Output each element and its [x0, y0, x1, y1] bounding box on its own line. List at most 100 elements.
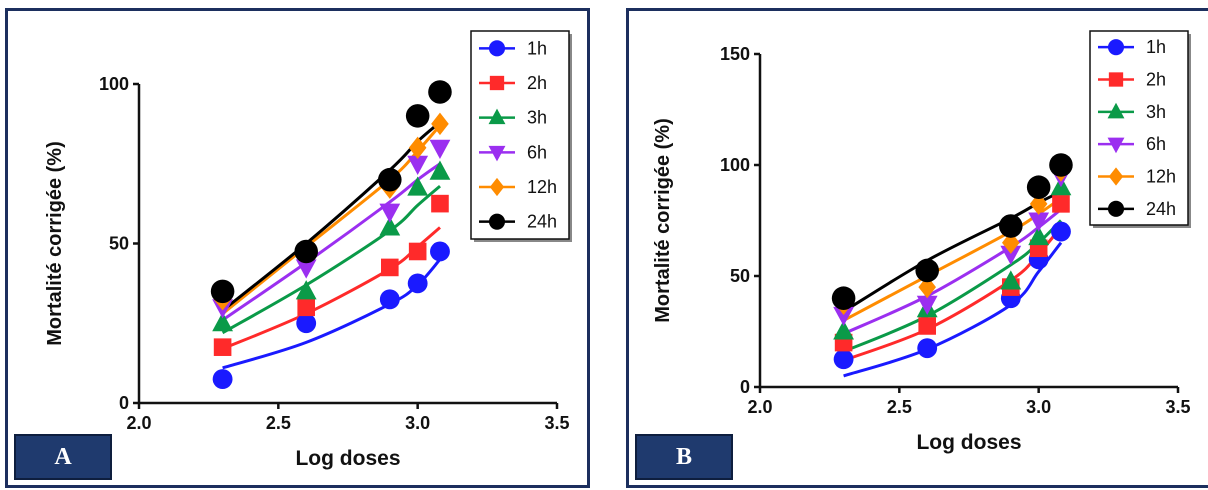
data-point-24h: [1026, 175, 1051, 199]
y-axis-label: Mortalité corrigée (%): [652, 118, 674, 322]
legend-label-3h: 3h: [527, 108, 547, 128]
data-point-12h: [1002, 231, 1020, 254]
data-point-6h: [295, 259, 317, 279]
x-tick-label: 2.5: [887, 397, 912, 417]
y-tick-label: 100: [99, 74, 129, 94]
legend-marker-3h: [1107, 102, 1125, 119]
data-point-2h: [431, 194, 449, 213]
y-axis-label: Mortalité corrigée (%): [44, 141, 66, 345]
x-tick-label: 3.0: [405, 413, 430, 433]
y-tick-label: 150: [720, 44, 750, 64]
data-point-6h: [407, 155, 429, 175]
data-point-12h: [918, 275, 936, 299]
legend-marker-24h: [488, 213, 506, 230]
legend-marker-1h: [488, 40, 506, 57]
legend-label-6h: 6h: [527, 142, 547, 162]
legend-box: [470, 30, 570, 240]
data-point-24h: [915, 258, 939, 283]
legend-marker-12h: [1108, 167, 1124, 186]
data-point-24h: [210, 279, 235, 304]
legend-label-1h: 1h: [527, 38, 547, 58]
data-point-24h: [428, 80, 452, 104]
legend-box: [1089, 30, 1189, 226]
legend-label-24h: 24h: [527, 212, 557, 232]
data-point-24h: [1049, 153, 1073, 177]
legend-marker-24h: [1107, 200, 1125, 217]
data-point-1h: [407, 273, 428, 294]
panel-label-b: B: [635, 434, 733, 480]
chart-a: 2.0 2.5 3.0 3.5 0 50 100 Log doses Mortalité cor…: [44, 30, 572, 470]
legend-label-1h: 1h: [1146, 37, 1166, 57]
data-point-2h: [381, 258, 399, 277]
fit-curve-3h: [221, 184, 441, 335]
data-point-3h: [429, 160, 451, 180]
x-tick-label: 2.5: [266, 413, 291, 433]
data-point-24h: [294, 239, 318, 264]
data-point-6h: [429, 139, 451, 159]
legend-b: 1h 2h 3h 6h 12h 24h: [1089, 30, 1191, 228]
data-point-3h: [407, 176, 429, 196]
data-point-1h: [917, 338, 938, 359]
legend-label-3h: 3h: [1146, 102, 1166, 122]
legend-label-2h: 2h: [1146, 70, 1166, 90]
series-2h-points: [213, 194, 449, 356]
chart-b: 2.0 2.5 3.0 3.5 0 50 100 150 Log doses Mortalité …: [652, 30, 1191, 454]
series-1h-points: [212, 241, 450, 389]
y-tick-label: 0: [119, 393, 129, 413]
legend-label-12h: 12h: [1146, 167, 1176, 187]
data-point-6h: [1028, 212, 1050, 232]
fit-curve-6h: [221, 162, 441, 322]
data-point-1h: [1051, 221, 1071, 242]
data-point-1h: [296, 313, 317, 334]
y-tick-label: 100: [720, 155, 750, 175]
data-point-3h: [379, 216, 401, 236]
legend-marker-2h: [1108, 72, 1124, 87]
data-point-2h: [408, 242, 427, 261]
y-tick-label: 50: [109, 234, 129, 254]
legend-marker-6h: [488, 145, 506, 162]
series-24h-points: [831, 153, 1073, 310]
x-tick-label: 2.0: [126, 413, 151, 433]
data-point-1h: [379, 289, 400, 310]
panel-label-a: A: [14, 434, 112, 480]
data-point-3h: [212, 312, 233, 332]
data-point-3h: [295, 280, 317, 300]
data-point-3h: [1000, 270, 1022, 290]
data-point-12h: [408, 136, 427, 159]
data-point-1h: [833, 349, 854, 370]
data-point-3h: [833, 320, 854, 340]
data-point-12h: [1029, 192, 1048, 216]
legend-marker-3h: [488, 108, 506, 125]
legend-label-12h: 12h: [527, 177, 557, 197]
panel-b: 2.0 2.5 3.0 3.5 0 50 100 150 Log doses Mortalité …: [626, 8, 1208, 488]
data-point-2h: [918, 317, 936, 335]
data-point-24h: [405, 104, 430, 128]
series-3h-points: [212, 160, 451, 332]
x-axis-label: Log doses: [916, 431, 1021, 454]
legend-marker-6h: [1107, 137, 1125, 154]
x-axis-label: Log doses: [295, 447, 400, 470]
legend-label-2h: 2h: [527, 73, 547, 93]
legend-label-6h: 6h: [1146, 134, 1166, 154]
data-point-2h: [297, 298, 315, 317]
legend-marker-12h: [489, 177, 505, 197]
y-tick-label: 50: [730, 266, 750, 286]
legend-label-24h: 24h: [1146, 199, 1176, 219]
series-24h-points: [210, 80, 452, 304]
data-point-2h: [1052, 195, 1070, 213]
data-point-6h: [379, 203, 401, 223]
data-point-6h: [916, 295, 938, 315]
data-point-6h: [1000, 245, 1022, 265]
data-point-6h: [833, 306, 854, 327]
x-tick-label: 3.5: [544, 413, 569, 433]
data-point-24h: [378, 167, 402, 192]
y-tick-label: 0: [740, 377, 750, 397]
data-point-1h: [430, 241, 450, 262]
legend-marker-1h: [1107, 39, 1125, 56]
legend-a: 1h 2h 3h 6h 12h 24h: [470, 30, 572, 242]
fit-curve-24h: [221, 121, 441, 312]
data-point-1h: [212, 369, 233, 389]
data-point-2h: [213, 338, 232, 356]
panel-a: 2.0 2.5 3.0 3.5 0 50 100 Log doses Mortalité cor…: [5, 8, 590, 488]
data-point-24h: [831, 286, 856, 310]
